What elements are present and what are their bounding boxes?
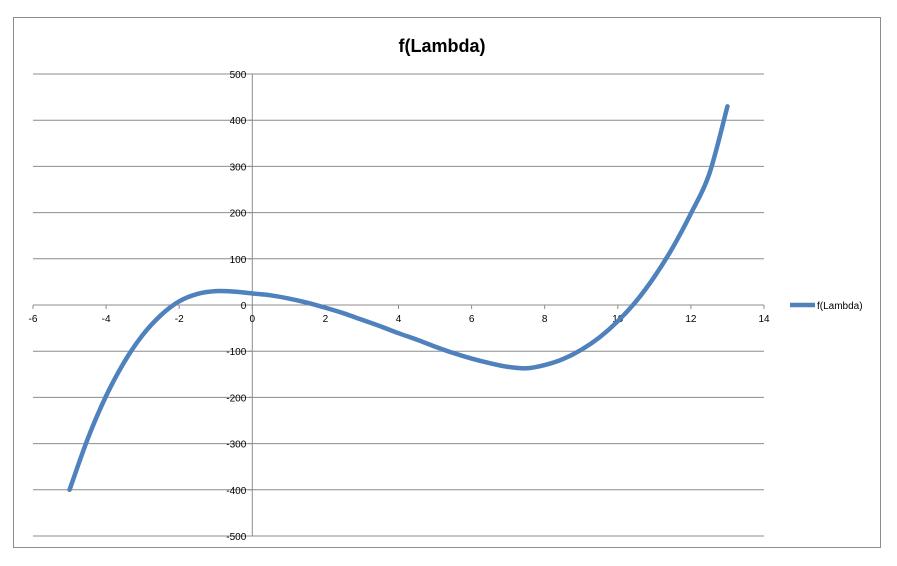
x-tick-label: 14 — [758, 314, 770, 325]
y-tick-label: 500 — [230, 70, 247, 81]
chart-area: f(Lambda) -6 -4 -2 0 2 4 6 8 10 12 14 500 400 300 200 1… — [13, 17, 881, 548]
chart-svg: f(Lambda) -6 -4 -2 0 2 4 6 8 10 12 145004003002001… — [29, 36, 863, 543]
x-tick-label: 2 — [323, 314, 329, 325]
x-tick-label: 0 — [250, 314, 256, 325]
y-tick-label: 100 — [230, 255, 247, 266]
y-tick-label: 200 — [230, 209, 247, 220]
y-tick-label: -400 — [226, 486, 246, 497]
x-tick-label: -2 — [175, 314, 184, 325]
y-tick-label: -100 — [226, 347, 246, 358]
legend: f(Lambda) — [790, 301, 863, 312]
x-tick-label: 4 — [396, 314, 402, 325]
axes — [32, 73, 765, 537]
x-tick-label: -4 — [102, 314, 111, 325]
legend-label: f(Lambda) — [817, 301, 863, 312]
x-tick-label: -6 — [29, 314, 38, 325]
y-tick-label: -300 — [226, 440, 246, 451]
x-tick-label: 8 — [542, 314, 548, 325]
y-tick-label: 0 — [241, 301, 247, 312]
y-tick-label: 400 — [230, 116, 247, 127]
x-tick-label: 12 — [685, 314, 697, 325]
tick-labels: -6 -4 -2 0 2 4 6 8 10 12 145004003002001000-100-20… — [29, 70, 770, 543]
series-layer — [67, 104, 730, 493]
chart-title: f(Lambda) — [399, 36, 486, 56]
x-tick-label: 6 — [469, 314, 475, 325]
series-line — [67, 104, 730, 493]
y-tick-label: -500 — [226, 532, 246, 543]
y-tick-label: 300 — [230, 162, 247, 173]
y-tick-label: -200 — [226, 393, 246, 404]
grid-lines — [33, 73, 764, 537]
